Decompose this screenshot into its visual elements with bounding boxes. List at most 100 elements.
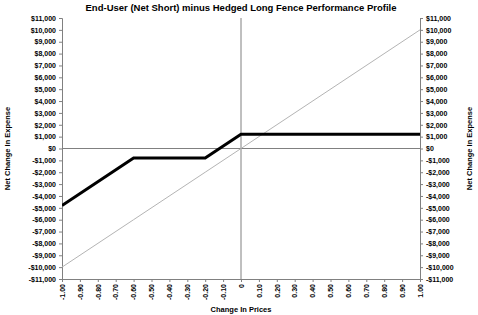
tick-mark	[187, 279, 188, 282]
tick: $3,000	[35, 110, 62, 118]
tick: 0.40	[309, 279, 316, 298]
tick-label: -0.90	[77, 284, 84, 300]
tick-label: -$8,000	[426, 240, 450, 248]
tick: 0.80	[381, 279, 388, 298]
tick-label: -$2,000	[426, 169, 450, 177]
tick: $8,000	[35, 50, 62, 58]
tick-mark	[420, 172, 423, 173]
tick-label: -0.80	[95, 284, 102, 300]
tick: $3,000	[420, 110, 448, 118]
tick-label: -1.00	[59, 284, 66, 300]
tick: -1.00	[59, 279, 66, 300]
tick-mark	[420, 220, 423, 221]
chart: -1.00-0.90-0.80-0.70-0.60-0.50-0.40-0.30…	[0, 0, 478, 315]
tick: 0	[238, 279, 245, 288]
tick-mark	[295, 279, 296, 282]
tick: 0.20	[274, 279, 281, 298]
tick-label: -0.20	[202, 284, 209, 300]
tick: -0.10	[220, 279, 227, 300]
tick-mark	[420, 184, 423, 185]
tick-label: -$10,000	[426, 264, 454, 272]
tick-mark	[152, 279, 153, 282]
tick-label: 0.60	[345, 284, 352, 298]
tick-label: -$11,000	[29, 276, 56, 284]
tick-label: $8,000	[426, 50, 448, 58]
tick-mark	[313, 279, 314, 282]
tick-label: $4,000	[35, 98, 57, 106]
tick: -$1,000	[32, 157, 62, 165]
tick: -$3,000	[420, 181, 450, 189]
tick: 1.00	[417, 279, 424, 298]
tick-mark	[420, 196, 423, 197]
series-line	[62, 134, 420, 205]
tick: $8,000	[420, 50, 448, 58]
series-group	[62, 30, 420, 267]
title: End-User (Net Short) minus Hedged Long F…	[86, 2, 397, 13]
tick-mark	[420, 243, 423, 244]
tick-label: -0.70	[112, 284, 119, 300]
tick-label: -$2,000	[32, 169, 56, 177]
tick: -$3,000	[32, 181, 62, 189]
tick-mark	[59, 54, 62, 55]
tick-label: -$9,000	[32, 252, 56, 260]
tick-label: $8,000	[35, 50, 57, 58]
tick: $2,000	[420, 122, 448, 130]
tick-mark	[420, 232, 423, 233]
tick-mark	[80, 279, 81, 282]
tick-mark	[59, 77, 62, 78]
tick-mark	[420, 77, 423, 78]
tick: $7,000	[420, 62, 448, 70]
tick-mark	[402, 279, 403, 282]
tick: -$4,000	[420, 193, 450, 201]
y-axis-left: -$11,000-$10,000-$9,000-$8,000-$7,000-$6…	[28, 15, 62, 284]
tick-mark	[59, 184, 62, 185]
tick-label: 0.10	[256, 284, 263, 298]
tick-label: $5,000	[426, 86, 448, 94]
tick-mark	[223, 279, 224, 282]
tick: -$5,000	[420, 205, 450, 213]
tick-label: -$1,000	[426, 157, 450, 165]
y-axis-title: Net Change In Expense	[3, 107, 12, 190]
tick-mark	[420, 160, 423, 161]
tick: -$6,000	[420, 216, 450, 224]
tick: $11,000	[31, 15, 62, 23]
tick: -$7,000	[420, 228, 450, 236]
tick-label: $3,000	[426, 110, 448, 118]
tick: -$5,000	[32, 205, 62, 213]
axis-line	[63, 280, 421, 283]
y-axis-title: Net Change In Expense	[465, 107, 474, 190]
tick-label: -$4,000	[426, 193, 450, 201]
tick-label: 0.80	[381, 284, 388, 298]
tick-mark	[420, 267, 423, 268]
tick: -$9,000	[32, 252, 62, 260]
tick-label: 0.30	[291, 284, 298, 298]
tick-label: $7,000	[35, 62, 57, 70]
tick-mark	[420, 18, 423, 19]
tick: -0.30	[184, 279, 191, 300]
tick: -$11,000	[29, 276, 62, 284]
tick-mark	[420, 89, 423, 90]
x-axis: -1.00-0.90-0.80-0.70-0.60-0.50-0.40-0.30…	[59, 279, 424, 300]
tick-mark	[331, 279, 332, 282]
tick-label: $4,000	[426, 98, 448, 106]
tick-label: -$5,000	[32, 205, 56, 213]
tick-label: 0.20	[274, 284, 281, 298]
tick: -$8,000	[420, 240, 450, 248]
tick-mark	[59, 220, 62, 221]
tick-label: -$9,000	[426, 252, 450, 260]
tick-label: -$7,000	[32, 228, 56, 236]
tick: -$1,000	[420, 157, 450, 165]
tick: $0	[48, 145, 62, 153]
tick: $7,000	[35, 62, 62, 70]
tick-mark	[59, 279, 62, 280]
tick: -$6,000	[32, 216, 62, 224]
tick-label: -$10,000	[28, 264, 56, 272]
tick: $6,000	[420, 74, 448, 82]
tick-mark	[59, 113, 62, 114]
tick: -$7,000	[32, 228, 62, 236]
tick: $0	[420, 145, 434, 153]
tick-mark	[59, 255, 62, 256]
tick-mark	[59, 208, 62, 209]
tick: 0.50	[327, 279, 334, 298]
tick-mark	[420, 101, 423, 102]
